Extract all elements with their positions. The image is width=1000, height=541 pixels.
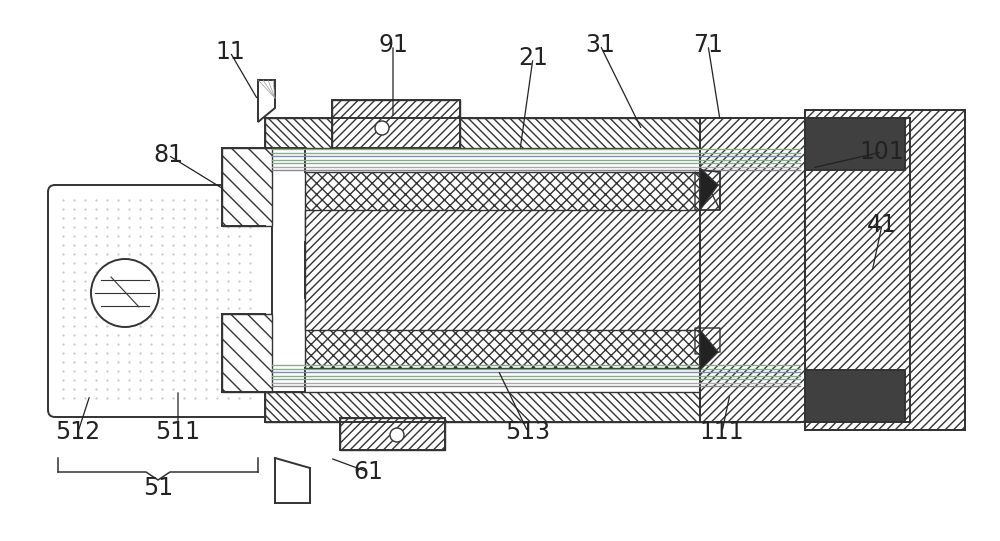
Text: 41: 41	[867, 213, 897, 237]
Bar	[332, 100, 460, 148]
Circle shape	[91, 259, 159, 327]
Bar	[805, 118, 905, 170]
Text: 51: 51	[143, 476, 173, 500]
FancyBboxPatch shape	[48, 185, 272, 417]
Text: 31: 31	[585, 33, 615, 57]
Text: 71: 71	[693, 33, 723, 57]
Bar	[700, 118, 805, 422]
Bar	[265, 392, 800, 422]
Bar	[332, 100, 460, 148]
Polygon shape	[700, 330, 718, 370]
Bar	[222, 148, 272, 226]
Bar	[305, 210, 700, 330]
Bar	[340, 418, 445, 450]
Bar	[805, 110, 965, 430]
Bar	[700, 118, 805, 422]
Text: 512: 512	[55, 420, 101, 444]
Text: 81: 81	[153, 143, 183, 167]
Bar	[305, 298, 700, 368]
Text: 61: 61	[353, 460, 383, 484]
Circle shape	[375, 121, 389, 135]
Text: 11: 11	[215, 40, 245, 64]
Bar	[805, 370, 905, 422]
Bar	[222, 314, 272, 392]
Text: 21: 21	[518, 46, 548, 70]
Bar	[305, 172, 700, 242]
Bar	[340, 418, 445, 450]
Circle shape	[390, 428, 404, 442]
Bar	[805, 110, 965, 430]
Text: 513: 513	[505, 420, 551, 444]
Text: 111: 111	[700, 420, 744, 444]
Text: 101: 101	[860, 140, 904, 164]
Polygon shape	[258, 80, 275, 122]
Text: 91: 91	[378, 33, 408, 57]
Bar	[265, 118, 800, 148]
Text: 511: 511	[156, 420, 200, 444]
Bar	[805, 118, 910, 422]
Polygon shape	[700, 168, 718, 210]
